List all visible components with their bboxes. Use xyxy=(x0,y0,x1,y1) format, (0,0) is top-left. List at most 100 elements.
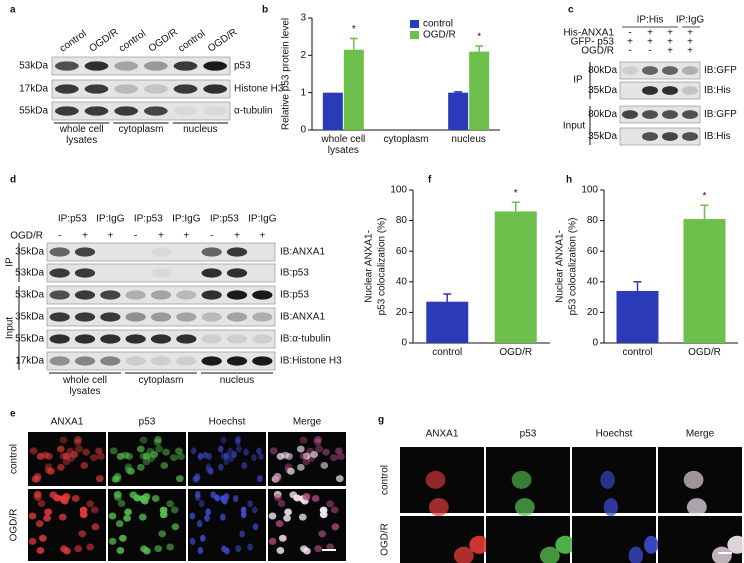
cell xyxy=(97,453,105,461)
error-bar xyxy=(700,204,709,220)
panel-label: h xyxy=(566,175,572,186)
cell xyxy=(95,447,103,455)
cell xyxy=(252,523,259,531)
x-tick-label: OGD/R xyxy=(688,347,721,358)
cell xyxy=(37,500,46,508)
cell xyxy=(628,546,644,563)
blot-band xyxy=(100,356,121,366)
cell xyxy=(314,545,323,553)
blot-band xyxy=(682,110,698,119)
blot-band xyxy=(682,86,698,95)
blot-band xyxy=(150,290,172,300)
bar xyxy=(683,219,726,343)
cell xyxy=(109,447,118,455)
cell xyxy=(469,535,490,554)
cell xyxy=(217,445,224,453)
group-label-box: cytoplasm xyxy=(118,124,163,135)
cell xyxy=(56,445,65,453)
cell xyxy=(47,467,55,475)
size-label: 53kDa xyxy=(15,290,44,301)
blot-band xyxy=(173,106,198,116)
blot-band xyxy=(226,290,248,300)
cell xyxy=(322,448,330,456)
blot-label: IB:GFP xyxy=(704,109,737,120)
legend-label: OGD/R xyxy=(423,30,456,41)
cell xyxy=(115,520,124,528)
condition-sign: + xyxy=(234,231,240,242)
x-tick-label-box: nucleus xyxy=(451,134,485,145)
cell xyxy=(234,438,241,446)
size-label: 53kDa xyxy=(15,268,44,279)
blot xyxy=(46,307,276,327)
x-tick-label: control xyxy=(622,347,653,358)
cell xyxy=(91,523,100,531)
section-label: Input xyxy=(563,121,585,132)
cell xyxy=(299,436,308,444)
cell xyxy=(425,470,446,489)
cell xyxy=(111,475,120,483)
cell xyxy=(71,495,80,503)
micrograph xyxy=(572,516,656,563)
cell xyxy=(95,475,104,483)
cell xyxy=(603,498,619,517)
blot-band xyxy=(201,334,222,344)
y-tick-label: 2 xyxy=(300,50,306,61)
cell xyxy=(310,450,319,458)
blot-band xyxy=(100,312,121,322)
condition-sign: + xyxy=(687,46,693,57)
cell xyxy=(278,534,287,542)
cell xyxy=(79,511,88,519)
x-tick-label-box: OGD/R xyxy=(688,347,721,358)
blot-band xyxy=(642,86,658,95)
section-label: Input xyxy=(5,317,16,339)
panel-label: a xyxy=(10,5,16,16)
condition-sign: - xyxy=(134,231,137,242)
significance-marker: * xyxy=(477,32,481,43)
blot-label: IB:His xyxy=(704,85,731,96)
error-bar xyxy=(443,293,452,302)
blot-band xyxy=(150,312,172,322)
condition-sign: + xyxy=(82,231,88,242)
cell xyxy=(236,445,242,453)
blot-band xyxy=(622,110,638,119)
cell xyxy=(335,447,343,455)
condition-sign: + xyxy=(183,231,189,242)
cell xyxy=(727,535,744,554)
blot-band xyxy=(226,268,248,278)
cell xyxy=(159,511,168,519)
cell xyxy=(208,467,214,475)
cell xyxy=(44,508,52,516)
y-axis-label: Nuclear ANXA1- xyxy=(364,230,375,303)
condition-sign: + xyxy=(687,28,693,39)
cell xyxy=(224,547,230,555)
blot-band xyxy=(226,247,248,257)
cell xyxy=(123,514,131,522)
condition-label: His-ANXA1 xyxy=(563,28,614,39)
cell xyxy=(326,543,335,551)
blot xyxy=(46,242,276,262)
significance-marker: * xyxy=(703,191,707,202)
cell xyxy=(202,451,209,459)
cell xyxy=(275,520,284,528)
cell xyxy=(318,530,327,538)
cell xyxy=(142,452,151,460)
x-tick-label: cytoplasm xyxy=(383,134,429,145)
cell xyxy=(223,458,230,466)
cell xyxy=(175,475,184,483)
condition-sign: + xyxy=(647,37,653,48)
cell xyxy=(223,493,229,501)
cell xyxy=(139,436,148,444)
cell xyxy=(41,451,50,459)
blot xyxy=(46,351,276,371)
y-tick-label: 80 xyxy=(396,215,408,226)
x-tick-label: OGD/R xyxy=(499,347,533,358)
condition-label: GFP- p53 xyxy=(571,37,615,48)
error-bar xyxy=(511,201,520,212)
cell xyxy=(38,534,47,542)
cell xyxy=(175,447,183,455)
blot-band xyxy=(74,268,96,278)
x-tick-label-box: whole cell lysates xyxy=(321,134,365,156)
cell xyxy=(296,445,305,453)
condition-label: control xyxy=(9,444,20,474)
size-label: 35kDa xyxy=(588,131,617,142)
